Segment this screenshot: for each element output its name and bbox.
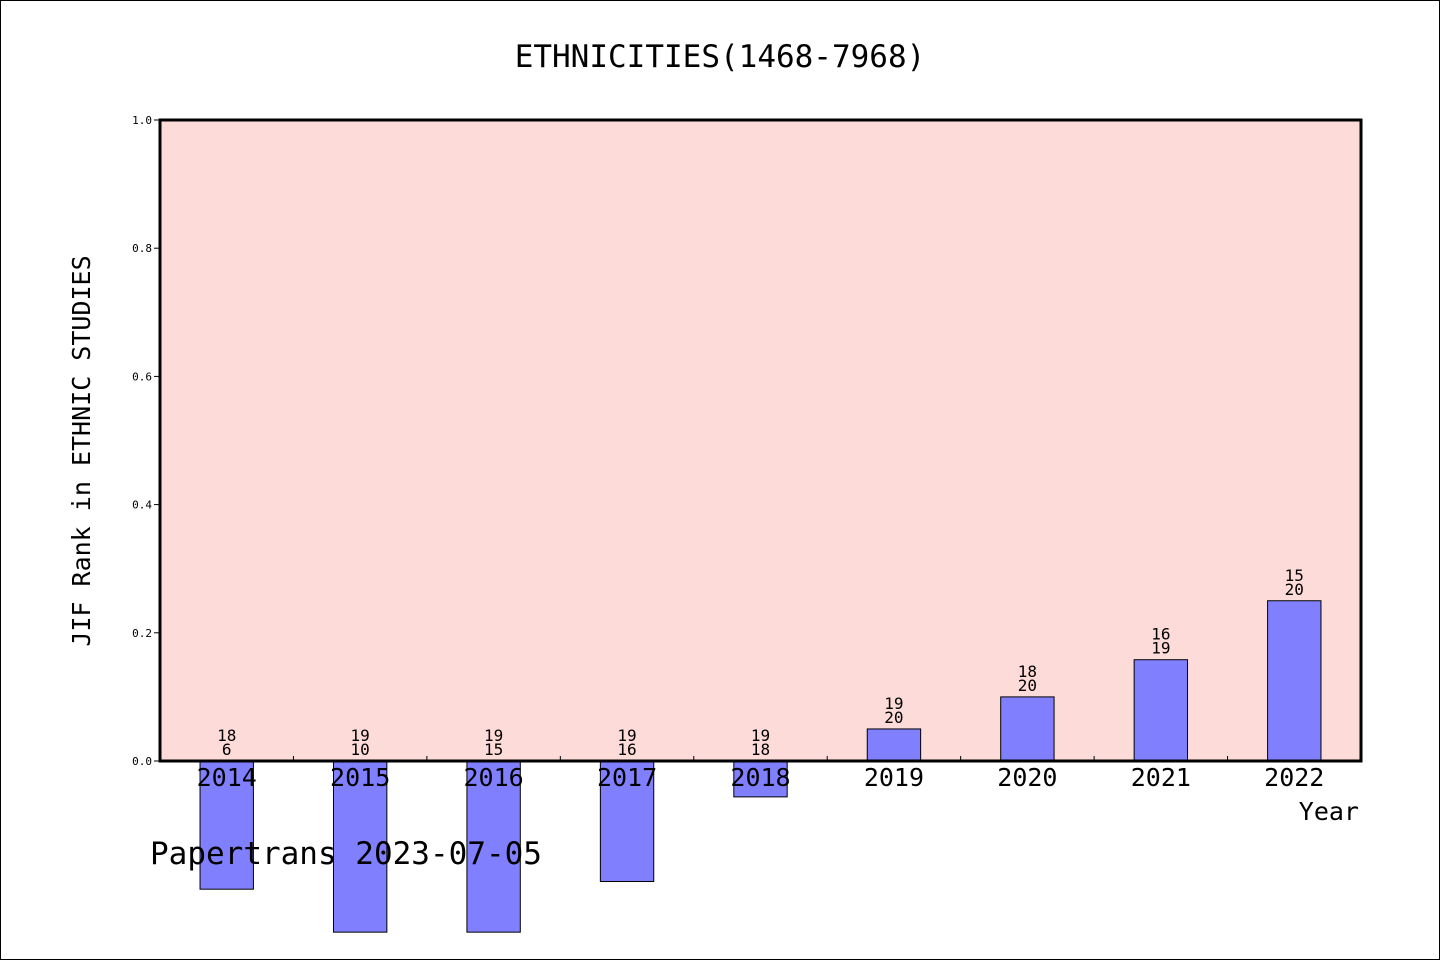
bar-label-bottom: 15 (484, 740, 503, 759)
bar-label-top: 16 (1151, 625, 1170, 644)
bar-label-top: 19 (617, 726, 636, 745)
bar-label-bottom: 20 (884, 708, 903, 727)
bar-2021 (1133, 659, 1189, 762)
y-axis-label: JIF Rank in ETHNIC STUDIES (67, 255, 96, 646)
x-tick-label: 2014 (197, 763, 257, 792)
bar-2017 (599, 760, 655, 883)
watermark-text: Papertrans 2023-07-05 (150, 836, 542, 872)
x-tick-label: 2020 (997, 763, 1057, 792)
x-tick-label: 2022 (1264, 763, 1324, 792)
chart-title: ETHNICITIES(1468-7968) (515, 39, 926, 75)
x-tick-label: 2021 (1131, 763, 1191, 792)
bar-label-top: 15 (1285, 566, 1304, 585)
x-tick-label: 2016 (464, 763, 524, 792)
bar-label-top: 19 (351, 726, 370, 745)
y-tick-label: 0.0 (132, 755, 152, 768)
bar-label-bottom: 20 (1018, 676, 1037, 695)
bar-label-top: 19 (484, 726, 503, 745)
bar-2022 (1267, 600, 1322, 762)
x-tick-label: 2017 (597, 763, 657, 792)
bar-label-top: 19 (751, 726, 770, 745)
bar-label-bottom: 19 (1151, 639, 1170, 658)
bar-2019 (866, 728, 922, 762)
bar-2016 (466, 760, 521, 933)
bar-label-bottom: 20 (1285, 580, 1304, 599)
y-tick-label: 0.2 (132, 627, 152, 640)
y-tick-label: 0.6 (132, 370, 152, 383)
plot-area (160, 120, 1361, 761)
x-axis-label: Year (1299, 797, 1359, 826)
bar-label-bottom: 16 (617, 740, 636, 759)
bar-2018 (733, 760, 788, 798)
bar-label-top: 18 (1018, 662, 1037, 681)
bar-label-top: 19 (884, 694, 903, 713)
x-tick-label: 2018 (730, 763, 790, 792)
bar-label-bottom: 6 (222, 740, 232, 759)
bar-label-bottom: 18 (751, 740, 770, 759)
bar-label-top: 18 (217, 726, 236, 745)
x-tick-label: 2015 (330, 763, 390, 792)
plot-border (158, 118, 1363, 763)
y-tick-label: 0.8 (132, 242, 152, 255)
bar-label-bottom: 10 (351, 740, 370, 759)
y-tick-label: 1.0 (132, 114, 152, 127)
x-tick-label: 2019 (864, 763, 924, 792)
bar-2020 (1000, 696, 1055, 762)
y-tick-label: 0.4 (132, 499, 152, 512)
bar-2014 (199, 760, 254, 890)
